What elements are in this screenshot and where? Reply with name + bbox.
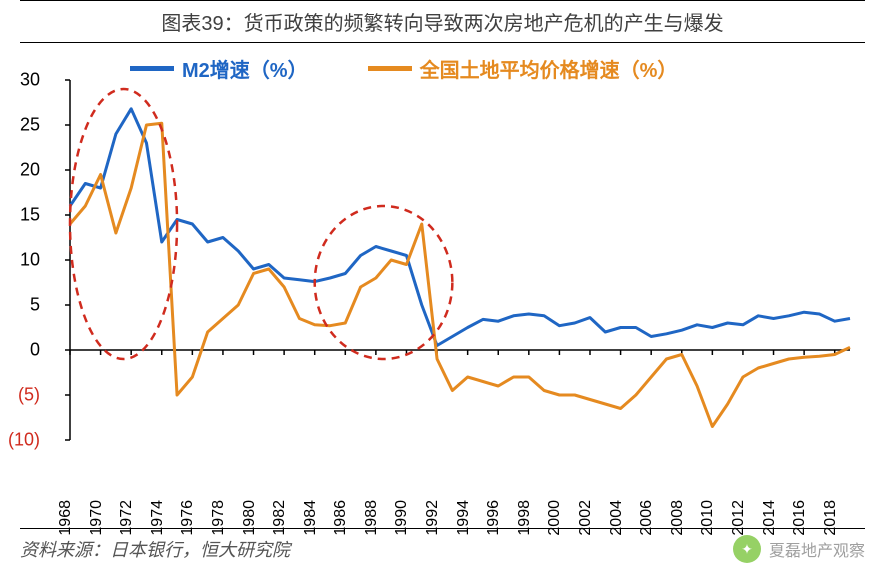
y-tick-label: 20 xyxy=(20,160,40,181)
y-tick-label: 10 xyxy=(20,250,40,271)
watermark: ✦ 夏磊地产观察 xyxy=(733,535,865,563)
source-text: 资料来源：日本银行，恒大研究院 xyxy=(20,536,290,562)
source-bar: 资料来源：日本银行，恒大研究院 ✦ 夏磊地产观察 xyxy=(20,528,865,563)
y-tick-label: 25 xyxy=(20,115,40,136)
legend: M2增速（%） 全国土地平均价格增速（%） xyxy=(130,54,677,83)
watermark-text: 夏磊地产观察 xyxy=(769,537,865,561)
legend-item-m2: M2增速（%） xyxy=(130,54,308,83)
y-tick-label: 0 xyxy=(30,340,40,361)
chart-title: 图表39：货币政策的频繁转向导致两次房地产危机的产生与爆发 xyxy=(161,13,723,35)
wechat-icon: ✦ xyxy=(733,535,761,563)
chart-plot xyxy=(60,50,860,490)
y-tick-label: (10) xyxy=(8,430,40,451)
chart-title-bar: 图表39：货币政策的频繁转向导致两次房地产危机的产生与爆发 xyxy=(20,0,865,43)
y-tick-label: 15 xyxy=(20,205,40,226)
legend-label-m2: M2增速（%） xyxy=(182,54,308,83)
y-tick-label: (5) xyxy=(18,385,40,406)
legend-swatch-land xyxy=(368,66,412,71)
chart-area: M2增速（%） 全国土地平均价格增速（%） (10)(5)05101520253… xyxy=(60,50,860,490)
figure-container: 图表39：货币政策的频繁转向导致两次房地产危机的产生与爆发 M2增速（%） 全国… xyxy=(0,0,885,569)
y-tick-label: 30 xyxy=(20,70,40,91)
x-axis: 1968197019721974197619781980198219841986… xyxy=(60,460,860,500)
legend-swatch-m2 xyxy=(130,66,174,71)
legend-item-land: 全国土地平均价格增速（%） xyxy=(368,54,678,83)
y-tick-label: 5 xyxy=(30,295,40,316)
legend-label-land: 全国土地平均价格增速（%） xyxy=(420,54,678,83)
